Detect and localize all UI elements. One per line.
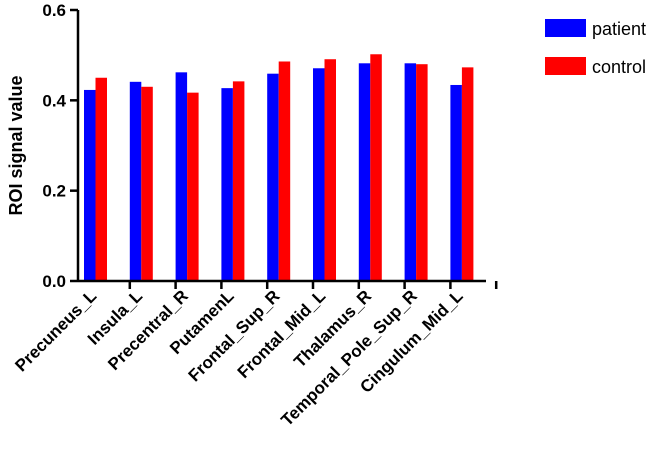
y-tick-label: 0.6: [42, 1, 66, 20]
legend-label-control: control: [592, 57, 646, 77]
y-tick-label: 0.4: [42, 91, 66, 110]
bar-control-Cingulum_Mid_L: [461, 67, 474, 281]
y-tick-label: 0.0: [42, 272, 66, 291]
bars-layer: [84, 54, 474, 282]
legend-swatch-patient: [545, 19, 586, 37]
bar-control-Thalamus_R: [370, 54, 382, 281]
bar-patient-Cingulum_Mid_L: [450, 84, 462, 281]
axes-layer: [70, 8, 498, 289]
bar-control-PutamenL: [232, 81, 245, 281]
bar-control-Insula_L: [141, 86, 153, 282]
bar-control-Precentral_R: [187, 92, 199, 281]
bar-control-Frontal_Sup_R: [278, 61, 291, 281]
bar-patient-Temporal_Pole_Sup_R: [404, 63, 417, 282]
bar-patient-Frontal_Sup_R: [267, 73, 279, 281]
legend: patient control: [545, 19, 646, 77]
legend-swatch-control: [545, 57, 586, 75]
y-tick-label: 0.2: [42, 182, 66, 201]
bar-patient-Precuneus_L: [84, 89, 96, 281]
bar-patient-Insula_L: [129, 81, 142, 281]
y-axis-title: ROI signal value: [6, 75, 26, 215]
bar-patient-Thalamus_R: [358, 63, 371, 282]
legend-label-patient: patient: [592, 19, 646, 39]
bar-patient-Precentral_R: [175, 72, 188, 281]
bar-control-Temporal_Pole_Sup_R: [416, 64, 428, 281]
x-tick-label: Precentral_R: [104, 286, 192, 374]
bar-control-Precuneus_L: [95, 77, 107, 281]
bar-control-Frontal_Mid_L: [324, 59, 336, 282]
bar-patient-Frontal_Mid_L: [313, 68, 325, 281]
bar-patient-PutamenL: [221, 88, 233, 281]
